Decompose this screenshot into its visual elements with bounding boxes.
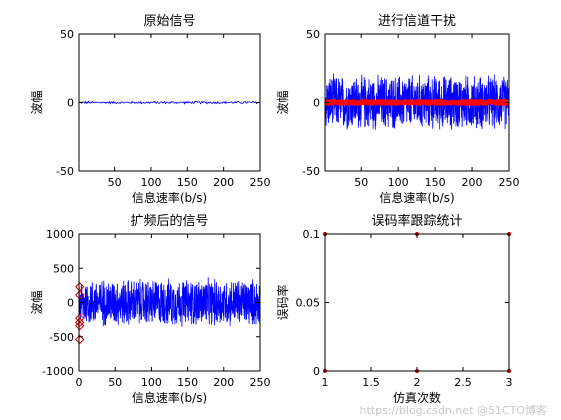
x-tick-label: 2 <box>414 376 421 389</box>
y-tick-label: 0 <box>313 365 320 378</box>
series-line-1 <box>79 100 260 105</box>
diamond-marker <box>75 321 85 331</box>
chart-title: 原始信号 <box>143 14 195 29</box>
x-tick-label: 250 <box>250 176 271 189</box>
x-tick-label: 50 <box>108 176 122 189</box>
plot-area <box>79 277 260 327</box>
y-tick-label: 50 <box>60 28 74 41</box>
y-tick-label: 1000 <box>46 228 74 241</box>
y-tick-label: -1000 <box>42 365 74 378</box>
x-tick-label: 100 <box>140 176 161 189</box>
chart-title: 误码率跟踪统计 <box>371 213 462 229</box>
x-axis-label: 信息速率(b/s) <box>132 390 207 405</box>
y-tick-label: 0 <box>313 97 320 110</box>
x-tick-label: 200 <box>462 176 483 189</box>
x-tick-label: 150 <box>177 176 198 189</box>
x-tick-label: 50 <box>354 176 368 189</box>
diamond-marker <box>75 282 85 292</box>
diamond-marker <box>75 290 85 300</box>
y-tick-label: 0.05 <box>296 297 321 310</box>
x-axis-label: 仿真次数 <box>393 390 441 405</box>
y-tick-label: 0.1 <box>303 228 321 241</box>
chart-title: 进行信道干扰 <box>378 14 456 29</box>
x-tick-label: 200 <box>213 176 234 189</box>
x-axis-label: 信息速率(b/s) <box>379 190 454 205</box>
x-tick-label: 150 <box>177 376 198 389</box>
x-tick-label: 1.5 <box>362 376 380 389</box>
watermark: https://blog.csdn.net @51CTO博客 <box>359 404 547 417</box>
diamond-marker <box>75 334 85 345</box>
y-axis-label: 误码率 <box>275 284 290 320</box>
x-tick-label: 3 <box>506 376 513 389</box>
x-tick-label: 100 <box>141 376 162 389</box>
y-axis-label: 波幅 <box>29 90 44 114</box>
x-tick-label: 250 <box>250 376 271 389</box>
chart-title: 扩频后的信号 <box>130 213 208 229</box>
x-axis-label: 信息速率(b/s) <box>132 190 207 205</box>
subplot-3: 0 50 100 150 200 250 -1000 -500 0 500 1000 扩频后的信号信息… <box>29 213 271 405</box>
y-tick-label: 500 <box>53 262 74 275</box>
y-tick-label: 50 <box>306 28 320 41</box>
x-tick-label: 0 <box>76 376 83 389</box>
x-tick-label: 150 <box>425 176 446 189</box>
y-tick-label: 0 <box>67 297 74 310</box>
y-tick-label: 0 <box>67 97 74 110</box>
y-axis-label: 波幅 <box>29 290 44 314</box>
plot-area <box>79 100 260 105</box>
y-tick-label: -500 <box>49 331 74 344</box>
diamond-marker <box>75 317 85 328</box>
x-tick-label: 50 <box>108 376 122 389</box>
y-axis-label: 波幅 <box>275 90 290 114</box>
y-tick-label: -50 <box>302 165 320 178</box>
x-tick-label: 200 <box>213 376 234 389</box>
axes-frame <box>324 233 510 372</box>
x-tick-label: 250 <box>499 176 520 189</box>
x-tick-label: 2.5 <box>454 376 472 389</box>
y-tick-label: -50 <box>56 165 74 178</box>
x-tick-label: 100 <box>388 176 409 189</box>
series-line-1 <box>79 277 260 327</box>
x-tick-label: 1 <box>322 376 329 389</box>
plot-area <box>325 73 509 130</box>
